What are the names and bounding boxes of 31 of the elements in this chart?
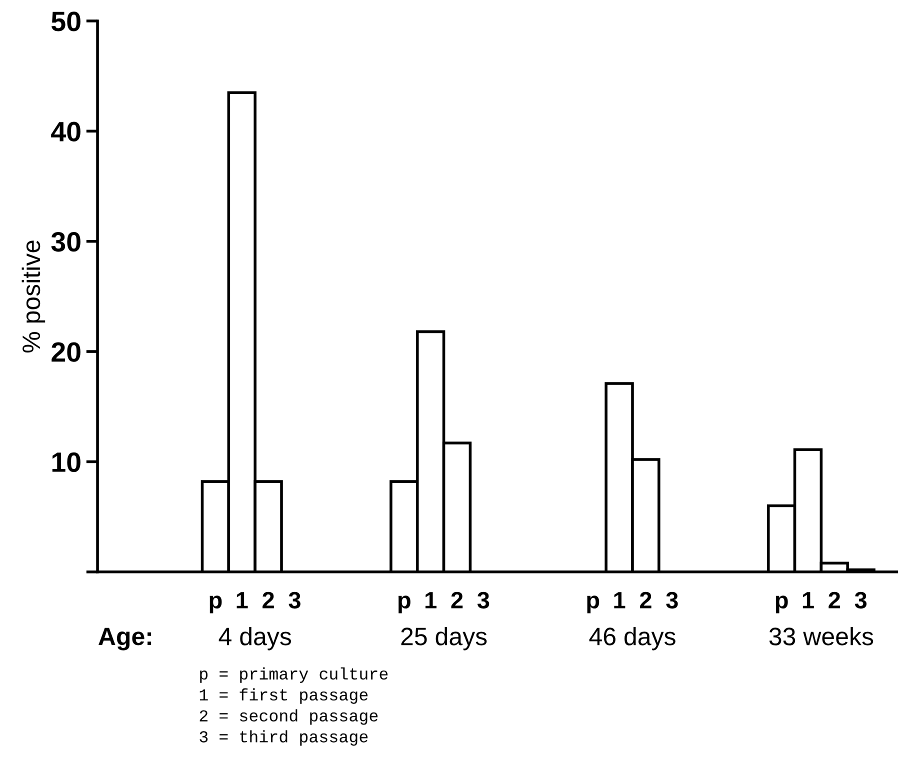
text: 3: [666, 592, 678, 609]
x-axis-title: Age:: [98, 628, 152, 650]
text: p: [587, 596, 600, 614]
text: p: [776, 596, 788, 614]
text: 1: [802, 592, 814, 608]
text: 3: [288, 592, 300, 609]
text: 2: [828, 592, 840, 608]
text: 3 = third passage: [200, 730, 368, 746]
series-label: 1: [236, 592, 248, 608]
y-tick-label: 40: [51, 122, 80, 142]
y-tick-label: 30: [51, 232, 80, 252]
y-tick-label: 10: [52, 452, 80, 472]
y-axis-title: % positive: [22, 240, 46, 353]
text: p = primary culture: [200, 667, 388, 683]
series-label: 2: [262, 592, 274, 608]
series-label: 3: [854, 592, 867, 609]
y-tick-label: 50: [52, 12, 80, 32]
x-tick-label: 46 days: [589, 627, 676, 650]
x-tick-label: 33 weeks: [769, 627, 874, 646]
text: 2: [451, 592, 463, 608]
x-tick-label: 4 days: [218, 627, 292, 650]
text: 2: [640, 592, 652, 608]
series-label: p: [210, 596, 222, 614]
text: 2 = second passage: [200, 709, 378, 725]
text: p: [398, 596, 410, 614]
text: 3: [477, 592, 490, 609]
text: 1: [614, 592, 626, 608]
x-tick-label: 25 days: [401, 627, 487, 650]
text: 1: [426, 592, 436, 608]
text: 1 = first passage: [200, 688, 368, 704]
y-tick-label: 20: [52, 342, 80, 362]
